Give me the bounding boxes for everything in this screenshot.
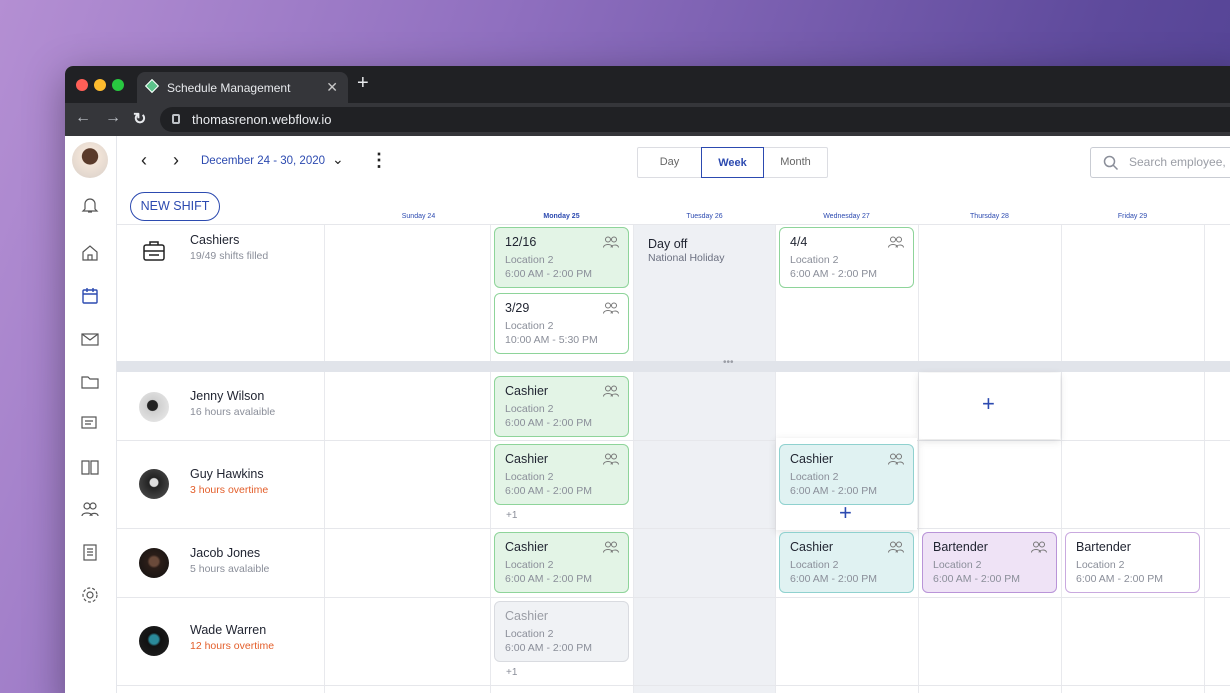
calendar-icon[interactable] <box>80 286 100 306</box>
view-switcher: Day Week Month <box>637 147 828 178</box>
back-icon[interactable]: ← <box>75 109 91 126</box>
search-placeholder: Search employee, <box>1129 155 1226 169</box>
people-icon[interactable] <box>80 499 100 519</box>
date-range-label[interactable]: December 24 - 30, 2020 <box>201 155 326 167</box>
holiday-column <box>633 224 775 693</box>
home-icon[interactable] <box>80 243 100 263</box>
bell-icon[interactable] <box>80 195 100 215</box>
prev-week-icon[interactable]: ‹ <box>141 150 147 170</box>
people-icon <box>603 453 619 465</box>
shift-card[interactable]: Cashier Location 2 6:00 AM - 2:00 PM <box>494 532 629 593</box>
browser-tab[interactable]: Schedule Management ✕ <box>137 72 348 103</box>
close-tab-icon[interactable]: ✕ <box>326 79 338 95</box>
people-icon <box>888 541 904 553</box>
plus-icon: + <box>982 391 995 416</box>
people-icon <box>603 385 619 397</box>
more-shifts-link[interactable]: +1 <box>506 510 518 521</box>
settings-icon[interactable] <box>80 585 100 605</box>
employee-label: Jenny Wilson 16 hours avalaible <box>190 389 276 418</box>
folder-icon[interactable] <box>80 372 100 392</box>
section-divider[interactable]: ••• <box>117 357 1230 372</box>
group-sub: 19/49 shifts filled <box>190 250 269 262</box>
lock-icon <box>172 114 180 124</box>
main-panel: ‹ › December 24 - 30, 2020 ⌄ ⋮ Day Week … <box>117 136 1230 693</box>
shift-card[interactable]: Cashier Location 2 6:00 AM - 2:00 PM <box>494 376 629 437</box>
day-off-label: Day off National Holiday <box>648 237 725 264</box>
day-header-monday: Monday 25 <box>543 213 580 220</box>
plus-icon: + <box>839 500 852 525</box>
search-icon <box>1103 155 1119 171</box>
people-icon <box>888 453 904 465</box>
schedule-app: ‹ › December 24 - 30, 2020 ⌄ ⋮ Day Week … <box>65 136 1230 693</box>
minimize-window-button[interactable] <box>94 79 106 91</box>
employee-label: Guy Hawkins 3 hours overtime <box>190 467 269 496</box>
more-menu-icon[interactable]: ⋮ <box>370 150 388 170</box>
employee-label: Jacob Jones 5 hours avalaible <box>190 546 270 575</box>
view-day-button[interactable]: Day <box>659 156 680 168</box>
sidebar <box>65 136 117 693</box>
people-icon <box>603 236 619 248</box>
avatar <box>139 626 169 656</box>
mail-icon[interactable] <box>80 329 100 349</box>
url-text: thomasrenon.webflow.io <box>192 112 332 127</box>
avatar <box>139 469 169 499</box>
forward-icon[interactable]: → <box>105 109 121 126</box>
shift-card[interactable]: 3/29 Location 2 10:00 AM - 5:30 PM <box>494 293 629 354</box>
search-input[interactable]: Search employee, <box>1090 147 1230 178</box>
tab-bar: Schedule Management ✕ + <box>65 66 1230 103</box>
group-name: Cashiers <box>190 233 240 247</box>
more-shifts-link[interactable]: +1 <box>506 667 518 678</box>
employee-label: Wade Warren 12 hours overtime <box>190 623 275 652</box>
people-icon <box>1031 541 1047 553</box>
shift-card[interactable]: Cashier Location 2 6:00 AM - 2:00 PM <box>779 532 914 593</box>
people-icon <box>603 302 619 314</box>
people-icon <box>603 541 619 553</box>
shift-card[interactable]: Bartender Location 2 6:00 AM - 2:00 PM <box>1065 532 1200 593</box>
favicon-icon <box>144 78 160 94</box>
shift-card[interactable]: Cashier Location 2 6:00 AM - 2:00 PM <box>779 444 914 505</box>
browser-window: Schedule Management ✕ + ← → ↻ thomasreno… <box>65 66 1230 693</box>
day-header-tuesday: Tuesday 26 <box>686 213 723 220</box>
add-shift-button[interactable]: + <box>919 373 1060 439</box>
address-bar: ← → ↻ thomasrenon.webflow.io <box>65 103 1230 136</box>
schedule-grid: ••• Cashiers 19/49 shifts filled 12/16 L… <box>117 224 1230 693</box>
tab-title: Schedule Management <box>167 81 291 95</box>
view-week-button[interactable]: Week <box>701 147 764 178</box>
shift-card[interactable]: Cashier Location 2 6:00 AM - 2:00 PM <box>494 601 629 662</box>
shift-card[interactable]: 4/4 Location 2 6:00 AM - 2:00 PM <box>779 227 914 288</box>
chat-icon[interactable] <box>80 414 100 434</box>
url-field[interactable]: thomasrenon.webflow.io <box>160 107 1230 132</box>
new-tab-icon[interactable]: + <box>357 72 369 94</box>
briefcase-icon <box>143 241 165 261</box>
day-header-friday: Friday 29 <box>1117 213 1148 220</box>
user-avatar[interactable] <box>72 142 108 178</box>
shift-card[interactable]: Cashier Location 2 6:00 AM - 2:00 PM <box>494 444 629 505</box>
day-header-wednesday: Wednesday 27 <box>823 213 870 220</box>
reload-icon[interactable]: ↻ <box>133 111 147 128</box>
chevron-down-icon[interactable]: ⌄ <box>332 151 344 167</box>
clipboard-icon[interactable] <box>80 542 100 562</box>
people-icon <box>888 236 904 248</box>
group-label: Cashiers 19/49 shifts filled <box>190 233 268 262</box>
view-month-button[interactable]: Month <box>780 156 811 168</box>
day-header-sunday: Sunday 24 <box>401 213 436 220</box>
avatar <box>139 548 169 578</box>
maximize-window-button[interactable] <box>112 79 124 91</box>
avatar <box>139 392 169 422</box>
shift-card[interactable]: Bartender Location 2 6:00 AM - 2:00 PM <box>922 532 1057 593</box>
day-header-thursday: Thursday 28 <box>970 213 1009 220</box>
book-icon[interactable] <box>80 457 100 477</box>
shift-card[interactable]: 12/16 Location 2 6:00 AM - 2:00 PM <box>494 227 629 288</box>
close-window-button[interactable] <box>76 79 88 91</box>
next-week-icon[interactable]: › <box>173 150 179 170</box>
new-shift-button[interactable]: NEW SHIFT <box>130 192 220 221</box>
